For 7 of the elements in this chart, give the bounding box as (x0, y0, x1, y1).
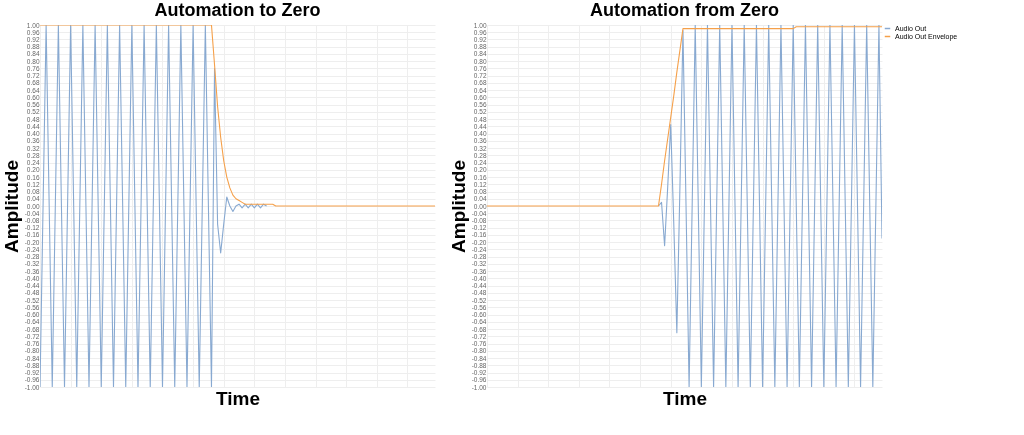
x-axis-title: Time (215, 387, 261, 409)
x-axis-title: Time (662, 387, 708, 409)
chart-title: Automation to Zero (154, 0, 321, 20)
y-axis-title: Amplitude (0, 160, 22, 253)
y-axis-title: Amplitude (447, 160, 469, 253)
line-series (657, 25, 882, 387)
chart-title: Automation from Zero (590, 0, 779, 20)
